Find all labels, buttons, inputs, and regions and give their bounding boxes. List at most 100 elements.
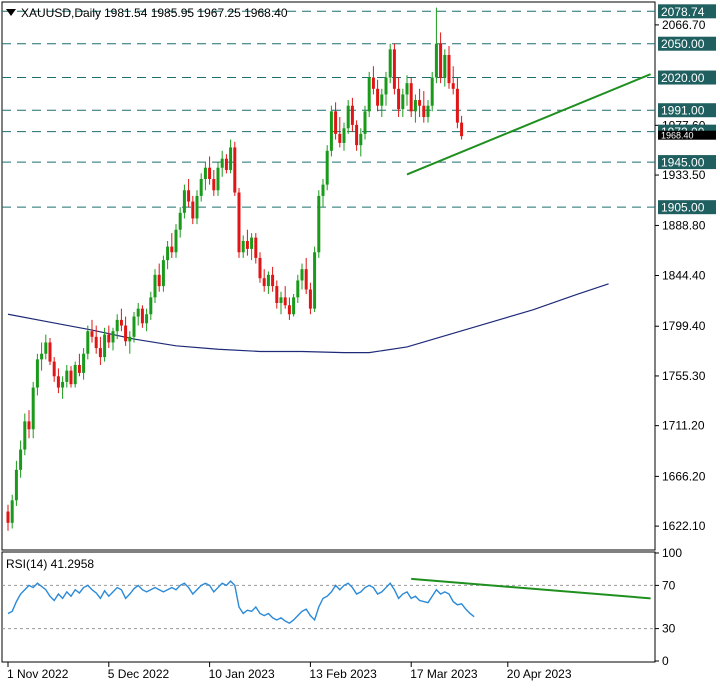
candle-body-17: [77, 365, 81, 373]
candle-body-28: [124, 325, 128, 342]
level-label-2: 2020.00: [661, 71, 705, 85]
candle-body-48: [208, 167, 212, 179]
level-label-bg-5: [658, 155, 716, 170]
candle-body-34: [149, 297, 153, 315]
candle-body-68: [292, 297, 296, 315]
candle-body-55: [237, 192, 241, 253]
candles-layer: [6, 7, 464, 531]
candle-body-9: [44, 342, 48, 354]
rsi-trendline: [411, 577, 651, 600]
candle-body-106: [451, 83, 455, 89]
candle-body-79: [338, 133, 342, 143]
candle-body-63: [271, 274, 275, 287]
candle-body-90: [384, 77, 388, 95]
x-axis-layer: 1 Nov 2022 5 Dec 2022 10 Jan 2023 13 Feb 20…: [7, 662, 572, 681]
x-tick-label-5: 20 Apr 2023: [507, 667, 572, 681]
candle-body-2: [14, 469, 18, 501]
candle-body-42: [182, 190, 186, 213]
candle-body-12: [56, 376, 60, 388]
candle-body-1: [10, 500, 14, 523]
candle-body-6: [31, 387, 35, 430]
chart-header-ohlc: 1981.54 1985.95 1967.25 1968.40: [104, 6, 288, 20]
candle-body-22: [98, 348, 102, 358]
candle-body-76: [325, 150, 329, 185]
x-tick-label-4: 17 Mar 2023: [410, 667, 478, 681]
candle-body-8: [40, 353, 44, 360]
rsi-title: RSI(14) 41.2958: [6, 557, 94, 571]
candle-body-30: [132, 316, 136, 337]
candle-body-64: [275, 286, 279, 303]
candle-body-70: [300, 269, 304, 281]
candle-body-57: [245, 240, 249, 249]
rsi-tick-label-1: 70: [662, 578, 676, 592]
candle-body-88: [376, 88, 380, 106]
candle-body-0: [6, 511, 10, 523]
level-label-bg-1: [658, 36, 716, 51]
x-tick-label-3: 13 Feb 2023: [309, 667, 377, 681]
candle-body-11: [52, 361, 56, 377]
candle-body-77: [329, 111, 333, 151]
candle-body-39: [170, 246, 174, 253]
level-label-5: 1945.00: [661, 156, 705, 170]
candle-body-44: [191, 201, 195, 219]
candle-body-98: [418, 100, 422, 106]
price-tick-label-0: 2066.70: [662, 18, 706, 32]
level-label-3: 1991.00: [661, 104, 705, 118]
candle-body-19: [86, 331, 90, 354]
level-label-bg-2: [658, 70, 716, 85]
candle-body-60: [258, 257, 262, 279]
candle-body-108: [460, 122, 464, 137]
candle-body-51: [220, 158, 224, 168]
candle-body-103: [439, 43, 443, 78]
candle-body-84: [359, 133, 363, 146]
candle-body-24: [107, 334, 111, 343]
candle-body-65: [279, 297, 283, 303]
price-tick-label-9: 1622.10: [662, 519, 706, 533]
candle-body-94: [401, 94, 405, 110]
candle-body-87: [371, 77, 375, 89]
x-tick-label-1: 5 Dec 2022: [108, 667, 170, 681]
price-tick-label-3: 1888.80: [662, 218, 706, 232]
candle-body-56: [241, 240, 245, 253]
candle-body-97: [413, 100, 417, 112]
candle-body-72: [308, 289, 312, 309]
candle-body-107: [455, 88, 459, 123]
level-label-bg-3: [658, 103, 716, 118]
candle-body-40: [174, 229, 178, 253]
candle-body-25: [111, 331, 115, 343]
level-label-bg-6: [658, 200, 716, 215]
candle-body-49: [212, 178, 216, 191]
price-tick-label-8: 1666.20: [662, 469, 706, 483]
x-tick-label-2: 10 Jan 2023: [209, 667, 275, 681]
header-triangle-icon: [6, 9, 16, 16]
candle-body-53: [229, 147, 233, 170]
candle-body-93: [397, 88, 401, 110]
rsi-panel-frame: [1, 551, 656, 663]
candle-body-86: [367, 77, 371, 112]
rsi-layer: 100 70 30 0: [2, 546, 682, 668]
candle-body-74: [317, 195, 321, 253]
x-tick-label-0: 1 Nov 2022: [7, 667, 69, 681]
candle-body-7: [35, 359, 39, 388]
candle-body-50: [216, 167, 220, 191]
candle-body-101: [430, 77, 434, 106]
candle-body-16: [73, 365, 77, 385]
levels-layer: [2, 10, 655, 208]
candle-body-85: [363, 111, 367, 134]
price-trendline: [406, 73, 651, 176]
candle-body-66: [283, 297, 287, 306]
price-tick-label-5: 1799.40: [662, 319, 706, 333]
level-label-0: 2078.74: [661, 5, 705, 19]
last-price-bg: [658, 130, 716, 140]
candle-body-26: [115, 319, 119, 332]
candle-body-37: [161, 260, 165, 287]
candle-body-38: [166, 246, 170, 261]
price-axis-layer: 2066.701977.601933.501888.801844.401799.…: [655, 4, 716, 533]
rsi-line: [7, 580, 475, 625]
candle-body-75: [321, 184, 325, 196]
candle-body-105: [447, 54, 451, 84]
candle-body-41: [178, 212, 182, 230]
price-tick-label-7: 1711.20: [662, 419, 705, 433]
candle-body-91: [388, 49, 392, 78]
